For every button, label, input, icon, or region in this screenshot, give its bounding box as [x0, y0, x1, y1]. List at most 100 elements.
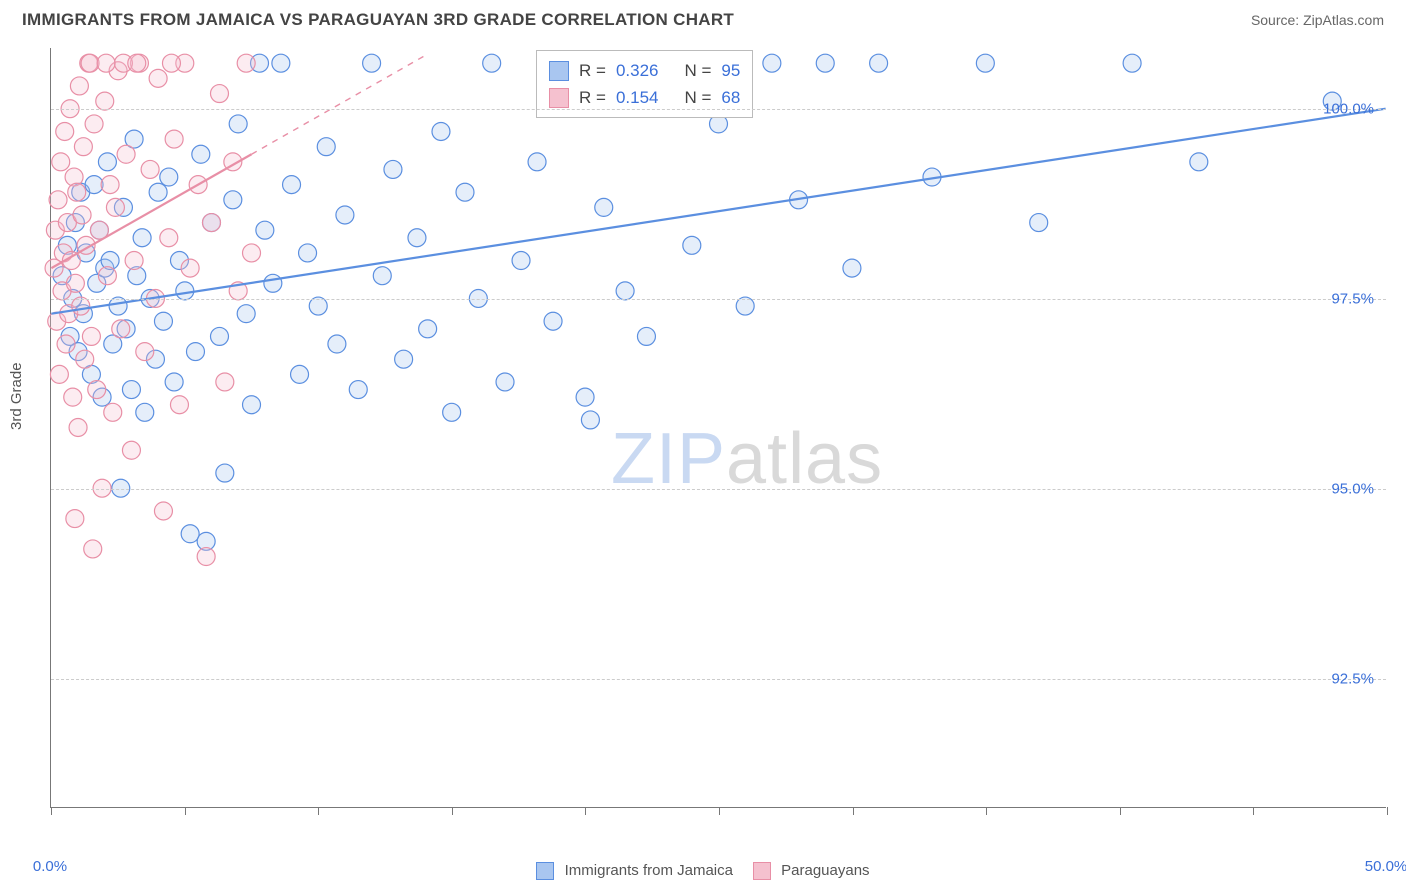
data-point	[154, 502, 172, 520]
data-point	[216, 464, 234, 482]
x-tick	[51, 807, 52, 815]
data-point	[192, 145, 210, 163]
y-tick-label: 92.5%	[1331, 670, 1374, 687]
data-point	[432, 123, 450, 141]
data-point	[229, 115, 247, 133]
plot-svg	[51, 48, 1386, 807]
legend-item-2: Paraguayans	[753, 862, 870, 880]
r-value-2: 0.154	[616, 84, 659, 111]
data-point	[66, 510, 84, 528]
r-label-2: R =	[579, 84, 606, 111]
data-point	[683, 236, 701, 254]
data-point	[73, 206, 91, 224]
gridline-h	[51, 109, 1386, 110]
data-point	[443, 403, 461, 421]
x-tick	[318, 807, 319, 815]
x-tick-label: 0.0%	[33, 858, 67, 875]
data-point	[76, 350, 94, 368]
data-point	[816, 54, 834, 72]
data-point	[595, 198, 613, 216]
data-point	[84, 540, 102, 558]
data-point	[237, 305, 255, 323]
legend-swatch-2	[753, 862, 771, 880]
data-point	[57, 335, 75, 353]
data-point	[299, 244, 317, 262]
data-point	[616, 282, 634, 300]
data-point	[186, 343, 204, 361]
data-point	[104, 403, 122, 421]
gridline-h	[51, 299, 1386, 300]
n-label-1: N =	[684, 57, 711, 84]
x-tick	[1253, 807, 1254, 815]
data-point	[272, 54, 290, 72]
data-point	[165, 373, 183, 391]
y-tick-label: 95.0%	[1331, 480, 1374, 497]
data-point	[122, 441, 140, 459]
legend-label-1: Immigrants from Jamaica	[565, 862, 733, 879]
data-point	[117, 145, 135, 163]
data-point	[243, 396, 261, 414]
data-point	[384, 160, 402, 178]
data-point	[154, 312, 172, 330]
data-point	[291, 365, 309, 383]
data-point	[544, 312, 562, 330]
data-point	[106, 198, 124, 216]
x-tick	[853, 807, 854, 815]
data-point	[70, 77, 88, 95]
data-point	[483, 54, 501, 72]
data-point	[176, 282, 194, 300]
data-point	[496, 373, 514, 391]
data-point	[88, 381, 106, 399]
data-point	[216, 373, 234, 391]
data-point	[125, 252, 143, 270]
data-point	[97, 54, 115, 72]
x-tick-label: 50.0%	[1365, 858, 1406, 875]
data-point	[170, 396, 188, 414]
data-point	[283, 176, 301, 194]
data-point	[763, 54, 781, 72]
y-tick-label: 100.0%	[1323, 100, 1374, 117]
data-point	[870, 54, 888, 72]
data-point	[133, 229, 151, 247]
data-point	[128, 54, 146, 72]
chart-container: 3rd Grade ZIPatlas R = 0.326 N = 95 R = …	[0, 40, 1406, 892]
data-point	[82, 327, 100, 345]
bottom-legend: Immigrants from Jamaica Paraguayans	[0, 862, 1406, 880]
data-point	[976, 54, 994, 72]
data-point	[243, 244, 261, 262]
data-point	[528, 153, 546, 171]
stats-swatch-1	[549, 61, 569, 81]
data-point	[149, 69, 167, 87]
data-point	[202, 214, 220, 232]
chart-title: IMMIGRANTS FROM JAMAICA VS PARAGUAYAN 3R…	[22, 10, 734, 30]
data-point	[141, 160, 159, 178]
header: IMMIGRANTS FROM JAMAICA VS PARAGUAYAN 3R…	[0, 0, 1406, 36]
legend-label-2: Paraguayans	[781, 862, 869, 879]
data-point	[85, 115, 103, 133]
data-point	[328, 335, 346, 353]
data-point	[136, 343, 154, 361]
data-point	[197, 548, 215, 566]
source-label: Source: ZipAtlas.com	[1251, 12, 1384, 28]
trendline	[51, 109, 1385, 314]
data-point	[256, 221, 274, 239]
n-value-2: 68	[721, 84, 740, 111]
data-point	[576, 388, 594, 406]
plot-area: ZIPatlas R = 0.326 N = 95 R = 0.154 N = …	[50, 48, 1386, 808]
data-point	[349, 381, 367, 399]
n-value-1: 95	[721, 57, 740, 84]
data-point	[211, 85, 229, 103]
data-point	[149, 183, 167, 201]
data-point	[98, 153, 116, 171]
data-point	[122, 381, 140, 399]
data-point	[1123, 54, 1141, 72]
data-point	[456, 183, 474, 201]
x-tick	[1387, 807, 1388, 815]
data-point	[363, 54, 381, 72]
data-point	[85, 176, 103, 194]
x-tick	[185, 807, 186, 815]
x-tick	[1120, 807, 1121, 815]
data-point	[395, 350, 413, 368]
data-point	[52, 153, 70, 171]
data-point	[843, 259, 861, 277]
